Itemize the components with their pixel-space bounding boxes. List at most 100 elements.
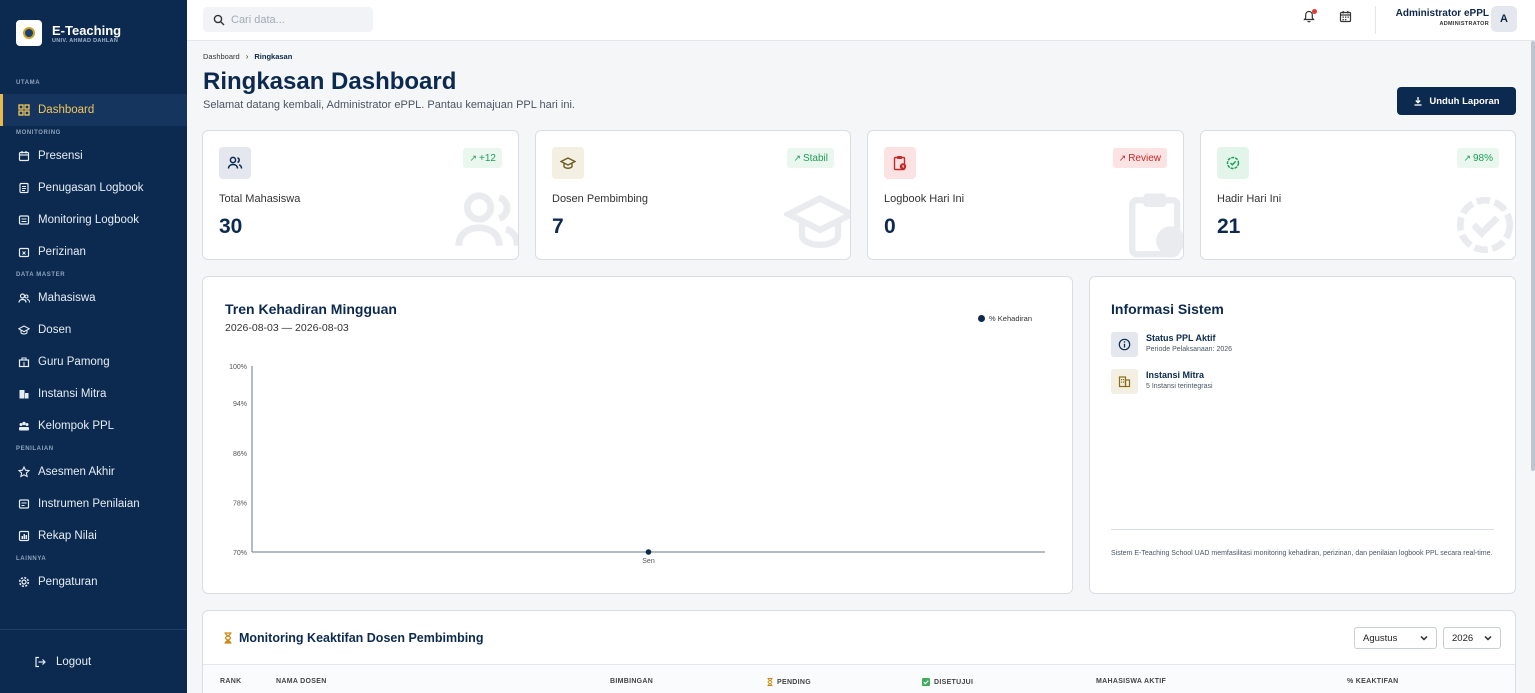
sidebar-item-perizinan[interactable]: Perizinan: [0, 236, 187, 268]
badge-text: Stabil: [802, 152, 828, 164]
breadcrumb-current: Ringkasan: [254, 52, 293, 61]
column-header-keaktifan[interactable]: % KEAKTIFAN: [1347, 678, 1399, 685]
grid-icon: [18, 104, 30, 116]
y-tick-label: 100%: [229, 364, 247, 371]
info-footer: Sistem E-Teaching School UAD memfasilita…: [1111, 550, 1493, 557]
column-header-bimbingan[interactable]: BIMBINGAN: [610, 678, 654, 685]
sidebar-item-monitoring-logbook[interactable]: Monitoring Logbook: [0, 204, 187, 236]
sidebar-item-label: Pengaturan: [38, 576, 98, 588]
graduation-cap-icon: [552, 147, 584, 179]
hourglass-icon: [223, 632, 233, 644]
trend-up-icon: ↗: [793, 152, 801, 163]
sidebar-item-label: Instrumen Penilaian: [38, 498, 140, 510]
badge-text: 98%: [1472, 152, 1493, 164]
user-info[interactable]: Administrator ePPL ADMINISTRATOR: [1396, 8, 1489, 27]
badge-check-icon: [1217, 147, 1249, 179]
page-subtitle: Selamat datang kembali, Administrator eP…: [203, 99, 575, 111]
logout-label: Logout: [56, 655, 92, 668]
chart-legend: % Kehadiran: [978, 314, 1032, 323]
x-tick-label: Sen: [642, 558, 655, 565]
legend-label: % Kehadiran: [989, 314, 1032, 323]
attendance-trend-card: Tren Kehadiran Mingguan 2026-08-03 — 202…: [202, 276, 1073, 594]
sidebar-item-asesmen-akhir[interactable]: Asesmen Akhir: [0, 456, 187, 488]
sidebar-item-penugasan-logbook[interactable]: Penugasan Logbook: [0, 172, 187, 204]
page-title: Ringkasan Dashboard: [203, 68, 457, 95]
check-square-icon: [922, 678, 930, 686]
data-point: [645, 549, 652, 555]
sidebar: E-Teaching UNIV. AHMAD DAHLAN UTAMA Dash…: [0, 0, 187, 693]
sidebar-item-presensi[interactable]: Presensi: [0, 140, 187, 172]
monitoring-title: Monitoring Keaktifan Dosen Pembimbing: [223, 631, 483, 645]
chevron-down-icon: [1420, 635, 1428, 641]
avatar[interactable]: A: [1491, 6, 1517, 32]
sidebar-item-dosen[interactable]: Dosen: [0, 314, 187, 346]
info-divider: [1111, 529, 1494, 530]
section-label-monitoring: MONITORING: [16, 130, 61, 136]
sidebar-item-instansi-mitra[interactable]: Instansi Mitra: [0, 378, 187, 410]
form-icon: [18, 498, 30, 510]
search-icon: [213, 14, 225, 26]
sidebar-item-pengaturan[interactable]: Pengaturan: [0, 566, 187, 598]
user-name: Administrator ePPL: [1395, 8, 1489, 19]
year-select[interactable]: 2026: [1443, 627, 1501, 649]
university-logo: [16, 20, 42, 46]
star-icon: [18, 466, 30, 478]
sidebar-item-rekap-nilai[interactable]: Rekap Nilai: [0, 520, 187, 552]
notification-button[interactable]: [1303, 9, 1317, 28]
column-header-rank[interactable]: RANK: [220, 678, 242, 685]
stat-value: 0: [884, 215, 896, 238]
attendance-chart: 70% 78% 86% 94% 100% Sen: [229, 364, 1045, 565]
user-role: ADMINISTRATOR: [1439, 21, 1489, 27]
section-label-data-master: DATA MASTER: [16, 272, 66, 278]
gear-icon: [18, 576, 30, 588]
scrollbar[interactable]: [1531, 41, 1535, 471]
column-header-label: PENDING: [777, 678, 811, 686]
stat-value: 7: [552, 215, 564, 238]
info-title: Informasi Sistem: [1111, 301, 1224, 317]
report-icon: [18, 530, 30, 542]
sidebar-item-instrumen-penilaian[interactable]: Instrumen Penilaian: [0, 488, 187, 520]
column-header-label: DISETUJUI: [934, 678, 974, 686]
notification-dot: [1312, 9, 1317, 14]
sidebar-item-label: Dashboard: [38, 104, 95, 116]
y-tick-label: 70%: [233, 550, 247, 557]
section-label-utama: UTAMA: [16, 80, 41, 86]
breadcrumb-parent[interactable]: Dashboard: [203, 52, 240, 61]
column-header-nama-dosen[interactable]: NAMA DOSEN: [276, 678, 327, 685]
system-info-card: Informasi Sistem Status PPL Aktif Period…: [1089, 276, 1516, 594]
logout-button[interactable]: Logout: [0, 629, 187, 693]
sidebar-item-label: Kelompok PPL: [38, 420, 115, 432]
building-icon: [18, 388, 30, 400]
logout-icon: [34, 656, 46, 668]
topbar-divider: [1375, 6, 1376, 34]
sidebar-item-guru-pamong[interactable]: Guru Pamong: [0, 346, 187, 378]
column-header-disetujui[interactable]: DISETUJUI: [922, 678, 973, 686]
sidebar-item-label: Asesmen Akhir: [38, 466, 115, 478]
month-select[interactable]: Agustus: [1354, 627, 1437, 649]
column-header-mahasiswa-aktif[interactable]: MAHASISWA AKTIF: [1096, 678, 1167, 685]
calendar-icon: [18, 150, 30, 162]
stat-trend-badge: ↗ +12: [463, 148, 502, 168]
y-tick-label: 86%: [233, 451, 247, 458]
sidebar-item-kelompok-ppl[interactable]: Kelompok PPL: [0, 410, 187, 442]
stat-trend-badge: ↗ 98%: [1457, 148, 1499, 168]
sidebar-item-mahasiswa[interactable]: Mahasiswa: [0, 282, 187, 314]
clipboard-clock-icon: [884, 147, 916, 179]
trend-up-icon: ↗: [1463, 152, 1471, 163]
calendar-button[interactable]: [1339, 10, 1352, 28]
column-header-pending[interactable]: PENDING: [767, 678, 811, 686]
info-row-instansi: Instansi Mitra 5 Instansi terintegrasi: [1111, 369, 1213, 394]
chart-date-range: 2026-08-03 — 2026-08-03: [225, 322, 349, 334]
sidebar-item-dashboard[interactable]: Dashboard: [0, 94, 187, 126]
search-input[interactable]: [231, 13, 361, 26]
users-icon: [219, 147, 251, 179]
bell-icon: [1303, 10, 1315, 23]
info-icon: [1111, 332, 1138, 357]
chevron-down-icon: [1484, 635, 1492, 641]
info-row-desc: Periode Pelaksanaan: 2026: [1146, 346, 1233, 353]
download-report-button[interactable]: Unduh Laporan: [1397, 87, 1516, 115]
stat-trend-badge: ↗ Stabil: [787, 148, 834, 168]
stat-card-dosen-pembimbing: ↗ Stabil Dosen Pembimbing 7: [535, 130, 851, 260]
stat-label: Dosen Pembimbing: [552, 193, 648, 205]
info-row-desc: 5 Instansi terintegrasi: [1146, 383, 1213, 390]
